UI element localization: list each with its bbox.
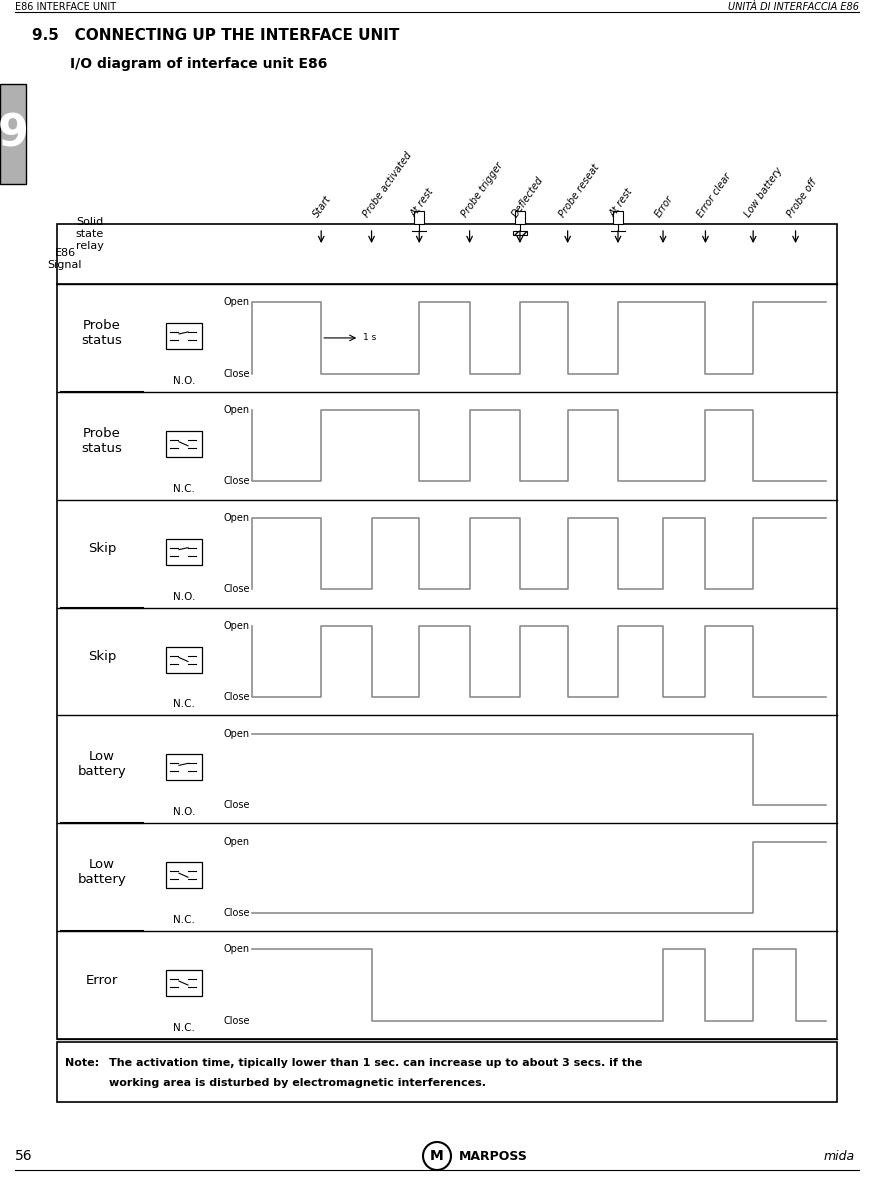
- Text: N.C.: N.C.: [173, 484, 195, 494]
- Text: At rest: At rest: [607, 187, 635, 219]
- Text: N.O.: N.O.: [173, 592, 195, 601]
- Text: mida: mida: [824, 1150, 855, 1163]
- Text: Open: Open: [224, 405, 250, 416]
- Text: Close: Close: [224, 368, 251, 379]
- Text: Probe
status: Probe status: [81, 426, 122, 455]
- Text: Close: Close: [224, 1016, 251, 1025]
- Text: N.C.: N.C.: [173, 915, 195, 925]
- Text: Solid
state
relay: Solid state relay: [76, 218, 104, 251]
- Bar: [166, 646, 202, 673]
- Text: MARPOSS: MARPOSS: [459, 1150, 528, 1163]
- Text: E86 INTERFACE UNIT: E86 INTERFACE UNIT: [15, 2, 116, 12]
- Text: N.O.: N.O.: [173, 807, 195, 817]
- Text: I/O diagram of interface unit E86: I/O diagram of interface unit E86: [70, 57, 328, 71]
- Text: Skip: Skip: [87, 542, 116, 555]
- Text: At rest: At rest: [409, 187, 436, 219]
- Text: UNITÀ DI INTERFACCIA E86: UNITÀ DI INTERFACCIA E86: [728, 2, 859, 12]
- Text: E86
Signal: E86 Signal: [48, 249, 82, 270]
- Bar: [57, 1042, 837, 1102]
- Text: The activation time, tipically lower than 1 sec. can increase up to about 3 secs: The activation time, tipically lower tha…: [109, 1058, 642, 1068]
- Text: Start: Start: [311, 194, 333, 219]
- Text: Error: Error: [86, 973, 118, 986]
- Text: Open: Open: [224, 837, 250, 847]
- Text: Probe reseat: Probe reseat: [558, 162, 601, 219]
- Text: 1 s: 1 s: [364, 334, 377, 342]
- Text: Deflected: Deflected: [510, 175, 545, 219]
- Text: Close: Close: [224, 584, 251, 594]
- Bar: [166, 862, 202, 888]
- Bar: [0, 84, 26, 184]
- Bar: [613, 211, 623, 224]
- Text: Low
battery: Low battery: [78, 751, 127, 778]
- Text: Error clear: Error clear: [695, 172, 733, 219]
- Text: Open: Open: [224, 297, 250, 308]
- Text: Low
battery: Low battery: [78, 858, 127, 886]
- Text: N.O.: N.O.: [173, 375, 195, 386]
- Text: Open: Open: [224, 729, 250, 739]
- Text: Probe
status: Probe status: [81, 318, 122, 347]
- Text: 9: 9: [0, 112, 29, 155]
- Text: Error: Error: [653, 193, 675, 219]
- Text: Probe trigger: Probe trigger: [460, 161, 504, 219]
- Bar: [513, 231, 527, 234]
- Bar: [166, 970, 202, 996]
- Text: Close: Close: [224, 476, 251, 487]
- Text: Skip: Skip: [87, 650, 116, 663]
- Text: N.C.: N.C.: [173, 700, 195, 709]
- Bar: [166, 754, 202, 780]
- Text: Open: Open: [224, 513, 250, 523]
- Bar: [57, 224, 837, 1040]
- Text: Open: Open: [224, 945, 250, 954]
- Bar: [414, 211, 424, 224]
- Text: Close: Close: [224, 800, 251, 810]
- Text: Close: Close: [224, 693, 251, 702]
- Bar: [166, 323, 202, 349]
- Text: Probe activated: Probe activated: [361, 150, 413, 219]
- Bar: [166, 539, 202, 565]
- Text: Note:: Note:: [65, 1058, 99, 1068]
- Text: 9.5   CONNECTING UP THE INTERFACE UNIT: 9.5 CONNECTING UP THE INTERFACE UNIT: [32, 28, 399, 44]
- Bar: [166, 431, 202, 457]
- Text: working area is disturbed by electromagnetic interferences.: working area is disturbed by electromagn…: [109, 1077, 486, 1088]
- Text: N.C.: N.C.: [173, 1023, 195, 1032]
- Bar: [515, 211, 525, 224]
- Text: Open: Open: [224, 620, 250, 631]
- Text: Probe off: Probe off: [786, 178, 819, 219]
- Text: 56: 56: [15, 1148, 32, 1163]
- Text: M: M: [430, 1148, 444, 1163]
- Text: Close: Close: [224, 908, 251, 918]
- Text: Low battery: Low battery: [743, 166, 785, 219]
